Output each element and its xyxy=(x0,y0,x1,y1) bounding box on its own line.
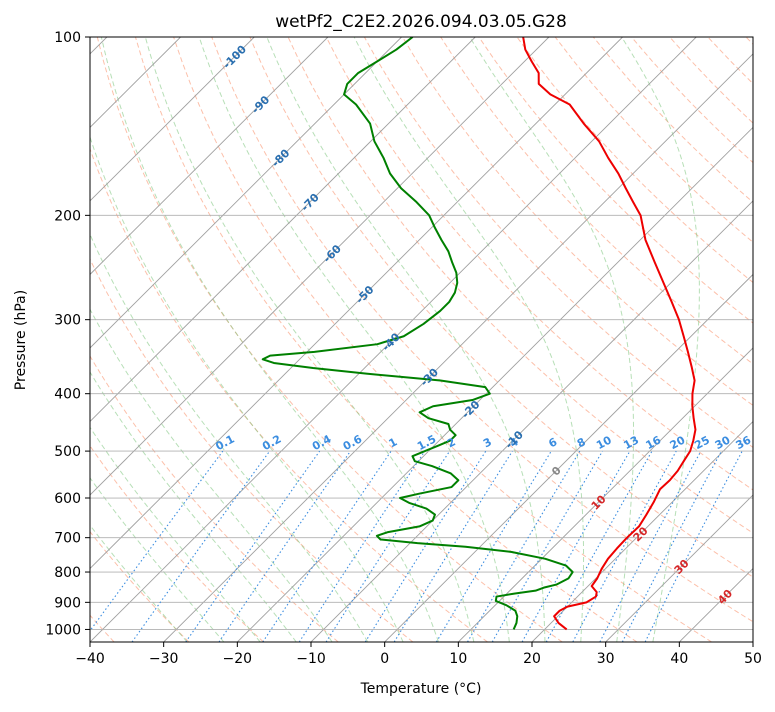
y-tick-label: 1000 xyxy=(45,622,81,638)
mixing-ratio-line xyxy=(131,450,271,642)
dry-adiabat-line xyxy=(90,530,190,642)
mixing-ratio-line xyxy=(325,450,451,642)
y-tick-label: 700 xyxy=(54,531,81,547)
x-tick-label: 20 xyxy=(523,651,541,667)
moist-adiabat-line xyxy=(90,477,225,642)
dry-adiabat-line xyxy=(90,355,339,642)
dry-adiabat-line xyxy=(249,37,753,578)
y-tick-label: 600 xyxy=(54,491,81,507)
mixing-ratio-line xyxy=(262,450,392,642)
y-axis-title: Pressure (hPa) xyxy=(13,290,29,390)
isotherm-line xyxy=(237,126,753,642)
isotherm-line xyxy=(90,37,550,496)
moist-adiabat-line xyxy=(90,426,261,642)
moist-adiabat-line xyxy=(90,308,333,642)
y-tick-label: 300 xyxy=(54,313,81,329)
mixing-ratio-label: 25 xyxy=(692,433,712,452)
mixing-ratio-line xyxy=(644,450,743,642)
x-tick-label: 50 xyxy=(744,651,762,667)
x-axis-title: Temperature (°C) xyxy=(360,681,482,697)
y-tick-label: 400 xyxy=(54,387,81,403)
dry-adiabat-line xyxy=(516,37,753,284)
mixing-ratio-label: 36 xyxy=(734,433,754,452)
y-tick-label: 200 xyxy=(54,208,81,224)
dry-adiabat-line xyxy=(325,37,753,491)
mixing-ratio-line xyxy=(218,450,351,642)
isotherm-line xyxy=(310,200,753,642)
isotherm-line xyxy=(384,273,753,642)
moist-adiabat-line xyxy=(353,37,585,642)
chart-title: wetPf2_C2E2.2026.094.03.05.G28 xyxy=(275,12,567,32)
x-tick-label: −30 xyxy=(149,651,179,667)
x-tick-label: 10 xyxy=(449,651,467,667)
profile-lines xyxy=(261,37,697,631)
x-tick-label: 30 xyxy=(597,651,615,667)
x-tick-label: −10 xyxy=(296,651,326,667)
isotherm-line xyxy=(163,53,753,642)
moist-adiabat-line xyxy=(90,233,369,642)
dewpoint-profile-line xyxy=(261,37,574,630)
dry-adiabat-line xyxy=(440,37,753,365)
isotherm-line xyxy=(90,37,623,570)
dry-adiabat-line xyxy=(211,37,753,623)
y-tick-label: 900 xyxy=(54,595,81,611)
mixing-ratio-label: 10 xyxy=(594,433,614,452)
plot-frame xyxy=(89,36,754,643)
x-tick-label: 0 xyxy=(380,651,389,667)
moist-adiabat-line xyxy=(100,37,439,642)
mixing-ratio-line xyxy=(393,450,513,642)
background-lines xyxy=(90,37,753,642)
mixing-ratio-line xyxy=(521,450,631,642)
y-tick-label: 500 xyxy=(54,444,81,460)
mixing-ratio-line xyxy=(298,450,426,642)
dry-adiabat-line xyxy=(90,445,264,642)
mixing-ratio-label: 30 xyxy=(713,433,733,452)
mixing-ratio-line xyxy=(364,450,487,642)
temperature-profile-line xyxy=(522,37,697,631)
mixing-ratio-label: 20 xyxy=(668,433,688,452)
x-tick-label: −40 xyxy=(75,651,105,667)
isotherm-line xyxy=(90,37,402,349)
y-tick-label: 100 xyxy=(54,30,81,46)
isotherm-line xyxy=(90,37,255,202)
dry-adiabat-line xyxy=(90,147,488,642)
dry-adiabat-line xyxy=(96,37,563,642)
mixing-ratio-line xyxy=(185,450,321,642)
y-tick-label: 800 xyxy=(54,565,81,581)
mixing-ratio-line xyxy=(545,450,653,642)
dry-adiabat-line xyxy=(134,37,638,642)
mixing-ratio-label: 13 xyxy=(621,433,641,452)
moist-adiabat-line xyxy=(90,135,404,642)
x-tick-label: 40 xyxy=(670,651,688,667)
isotherm-line xyxy=(531,420,753,642)
moist-adiabat-line xyxy=(266,37,546,642)
moist-adiabat-line xyxy=(621,37,700,642)
isotherm-line xyxy=(90,37,329,276)
x-tick-label: −20 xyxy=(223,651,253,667)
mixing-ratio-line xyxy=(90,450,224,632)
dry-adiabat-line xyxy=(402,37,753,407)
moist-adiabat-line xyxy=(144,37,475,642)
isotherm-line xyxy=(458,347,753,642)
dry-adiabat-line xyxy=(173,37,712,642)
axes: −40 −30 −20 −10 0 10 20 30 40 50 100 200 300 400 500 60… xyxy=(45,30,762,667)
moist-adiabat-line xyxy=(198,37,510,642)
mixing-ratio-label: 16 xyxy=(644,433,664,452)
mixing-ratio-line xyxy=(572,450,677,642)
isotherm-line xyxy=(605,494,753,642)
